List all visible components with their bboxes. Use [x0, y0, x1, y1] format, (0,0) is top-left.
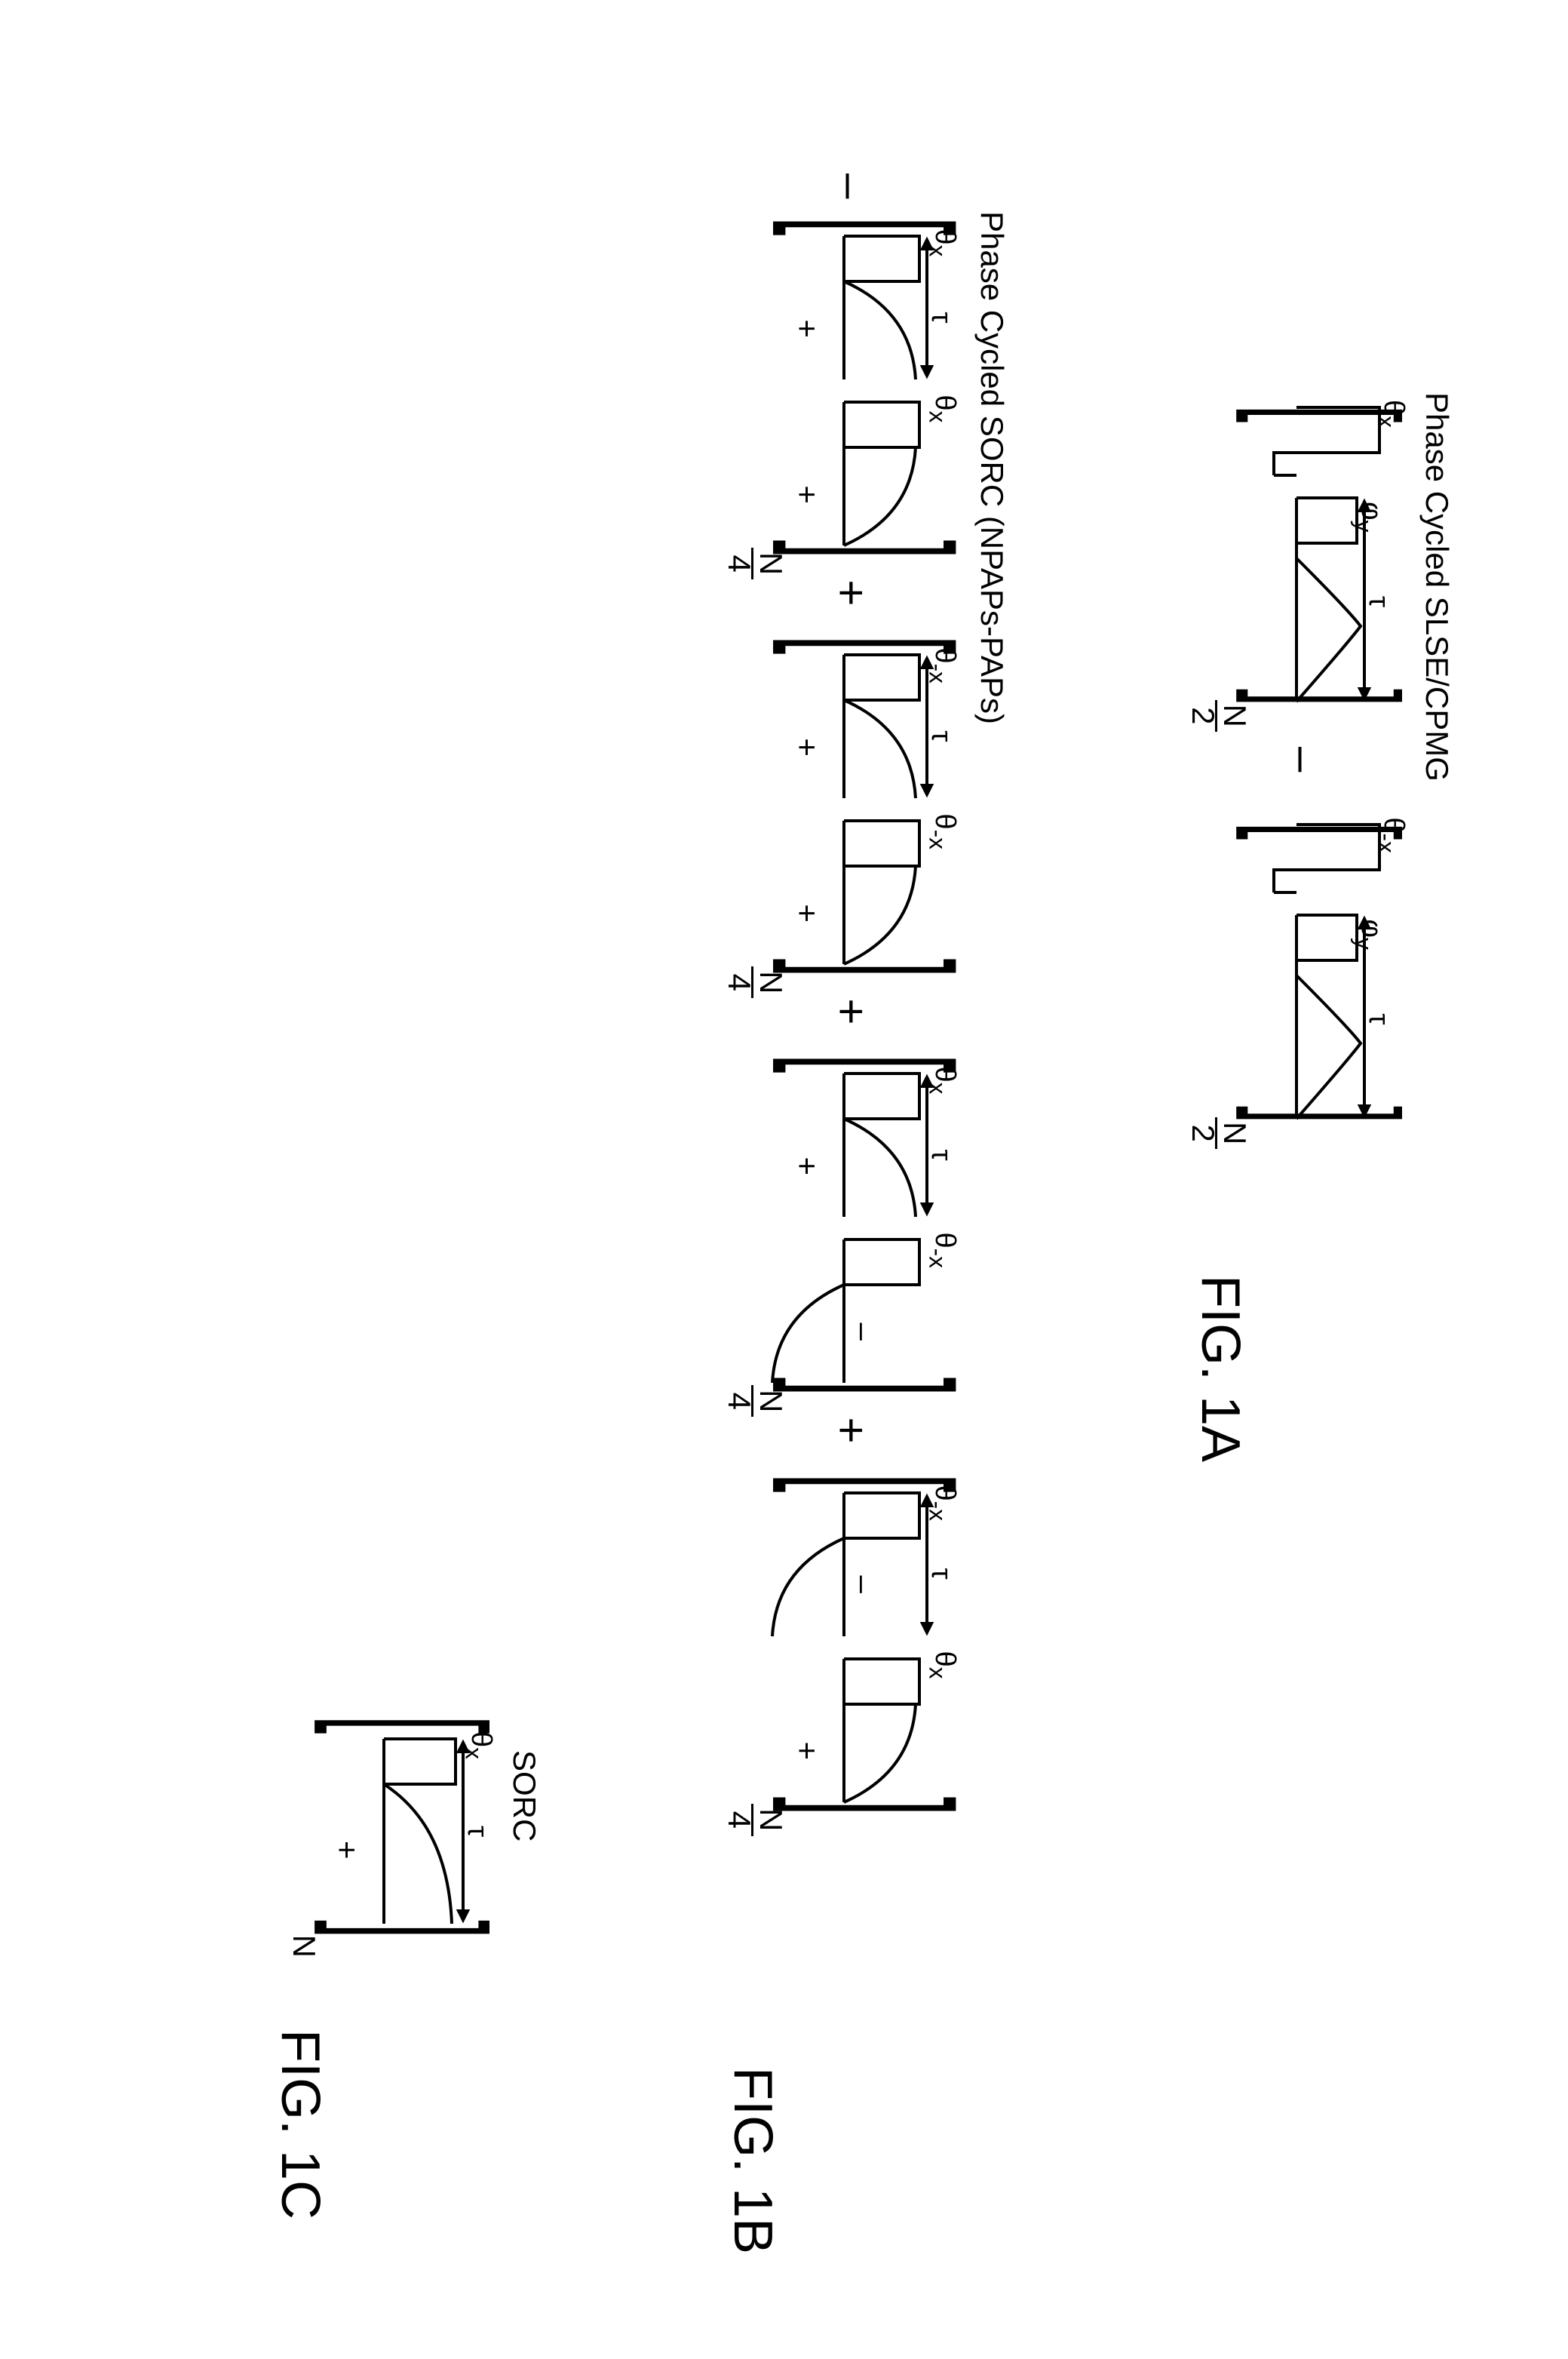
figA-u2-sub: N2	[1187, 1117, 1250, 1149]
svg-text:]: ]	[772, 1796, 957, 1815]
svg-text:]: ]	[1235, 1106, 1402, 1123]
figA-unit-1-svg: [ ]	[1206, 385, 1402, 717]
figB-u2-tau: τ	[925, 730, 957, 742]
figA-u2-theta: θ-x	[1372, 817, 1410, 853]
figC-unit: [ ] θx τ + N	[293, 1705, 489, 1946]
figB-u1-svg: [ ]	[746, 206, 957, 561]
figB-u4-p2: θx	[923, 1651, 961, 1679]
figC-sign: +	[329, 1841, 365, 1860]
figB-u1-p2: θx	[923, 395, 961, 422]
figA-u2-phi: φy	[1349, 919, 1387, 949]
figB-u4-s2: +	[789, 1742, 825, 1761]
figA-u1-tau: τ	[1362, 596, 1395, 607]
figB-u4-sign: +	[826, 1417, 878, 1443]
figB-u3-sub: N4	[723, 1385, 787, 1417]
figA-row: [ ] θx φy τ N2	[1206, 385, 1402, 1134]
figB-u1-sub: N4	[723, 548, 787, 579]
figC-p: θx	[459, 1731, 497, 1759]
figB-u3-p1: θx	[923, 1066, 961, 1094]
figA-unit-1: [ ] θx φy τ N2	[1206, 385, 1402, 717]
figB-u3-s2: –	[845, 1322, 882, 1340]
figB-u2-p2: θ-x	[923, 813, 961, 849]
figB-u3-tau: τ	[925, 1149, 957, 1160]
figB-u4-tau: τ	[925, 1568, 957, 1580]
figC-title: SORC	[506, 1750, 542, 1841]
figB-unit-1: [ ] θx τ θx + + N4	[746, 206, 957, 561]
figB-u3-s1: +	[789, 1156, 825, 1175]
figB-u1-p1: θx	[923, 229, 961, 256]
figA-u1-theta: θx	[1372, 400, 1410, 428]
figC-tau: τ	[461, 1826, 493, 1837]
figB-u1-sign: –	[826, 174, 878, 198]
figC-label: FIG. 1C	[269, 2029, 331, 2219]
figB-unit-2: [ ] θ-x τ θ-x + + N4	[746, 625, 957, 979]
svg-text:]: ]	[772, 1378, 957, 1396]
figB-u3-sign: +	[826, 998, 878, 1024]
figB-u4-sub: N4	[723, 1804, 787, 1835]
figB-u3-p2: θ-x	[923, 1232, 961, 1268]
svg-text:]: ]	[772, 540, 957, 559]
figA-minus: –	[1278, 747, 1330, 772]
svg-text:]: ]	[314, 1920, 489, 1938]
figB-label: FIG. 1B	[722, 2067, 784, 2254]
figB-u2-p1: θ-x	[923, 647, 961, 683]
figB-unit-4: [ ] θ-x τ θx – + N4	[746, 1463, 957, 1817]
figB-u3-svg: [ ]	[746, 1043, 957, 1398]
figA-u1-phi: φy	[1349, 502, 1387, 532]
page: Phase Cycled SLSE/CPMG [	[30, 30, 1538, 2329]
figB-u2-sign: +	[826, 579, 878, 606]
figB-u4-s1: –	[845, 1576, 882, 1593]
figB-u1-s1: +	[789, 319, 825, 338]
figB-row: – [ ] θx τ θx + +	[746, 166, 957, 1817]
figB-u1-s2: +	[789, 485, 825, 504]
figC-row: [ ] θx τ + N	[293, 1705, 489, 1946]
svg-text:]: ]	[772, 959, 957, 978]
svg-text:]: ]	[1235, 689, 1402, 706]
figA-unit-2: [ ] θ-x φy τ N2	[1206, 802, 1402, 1134]
figB-u2-sub: N4	[723, 966, 787, 998]
figB-unit-3: [ ] θx τ θ-x + – N4	[746, 1043, 957, 1398]
figB-u1-tau: τ	[925, 312, 957, 323]
figB-u4-p1: θ-x	[923, 1485, 961, 1522]
figC-sub: N	[286, 1935, 322, 1958]
figA-label: FIG. 1A	[1189, 1275, 1251, 1462]
figA-u1-sub: N2	[1187, 700, 1250, 732]
figA-u2-tau: τ	[1362, 1013, 1395, 1024]
figB-u2-s2: +	[789, 904, 825, 923]
figB-u2-s1: +	[789, 738, 825, 757]
figA-title: Phase Cycled SLSE/CPMG	[1419, 392, 1455, 782]
figB-title: Phase Cycled SORC (NPAPs-PAPs)	[974, 211, 1010, 724]
